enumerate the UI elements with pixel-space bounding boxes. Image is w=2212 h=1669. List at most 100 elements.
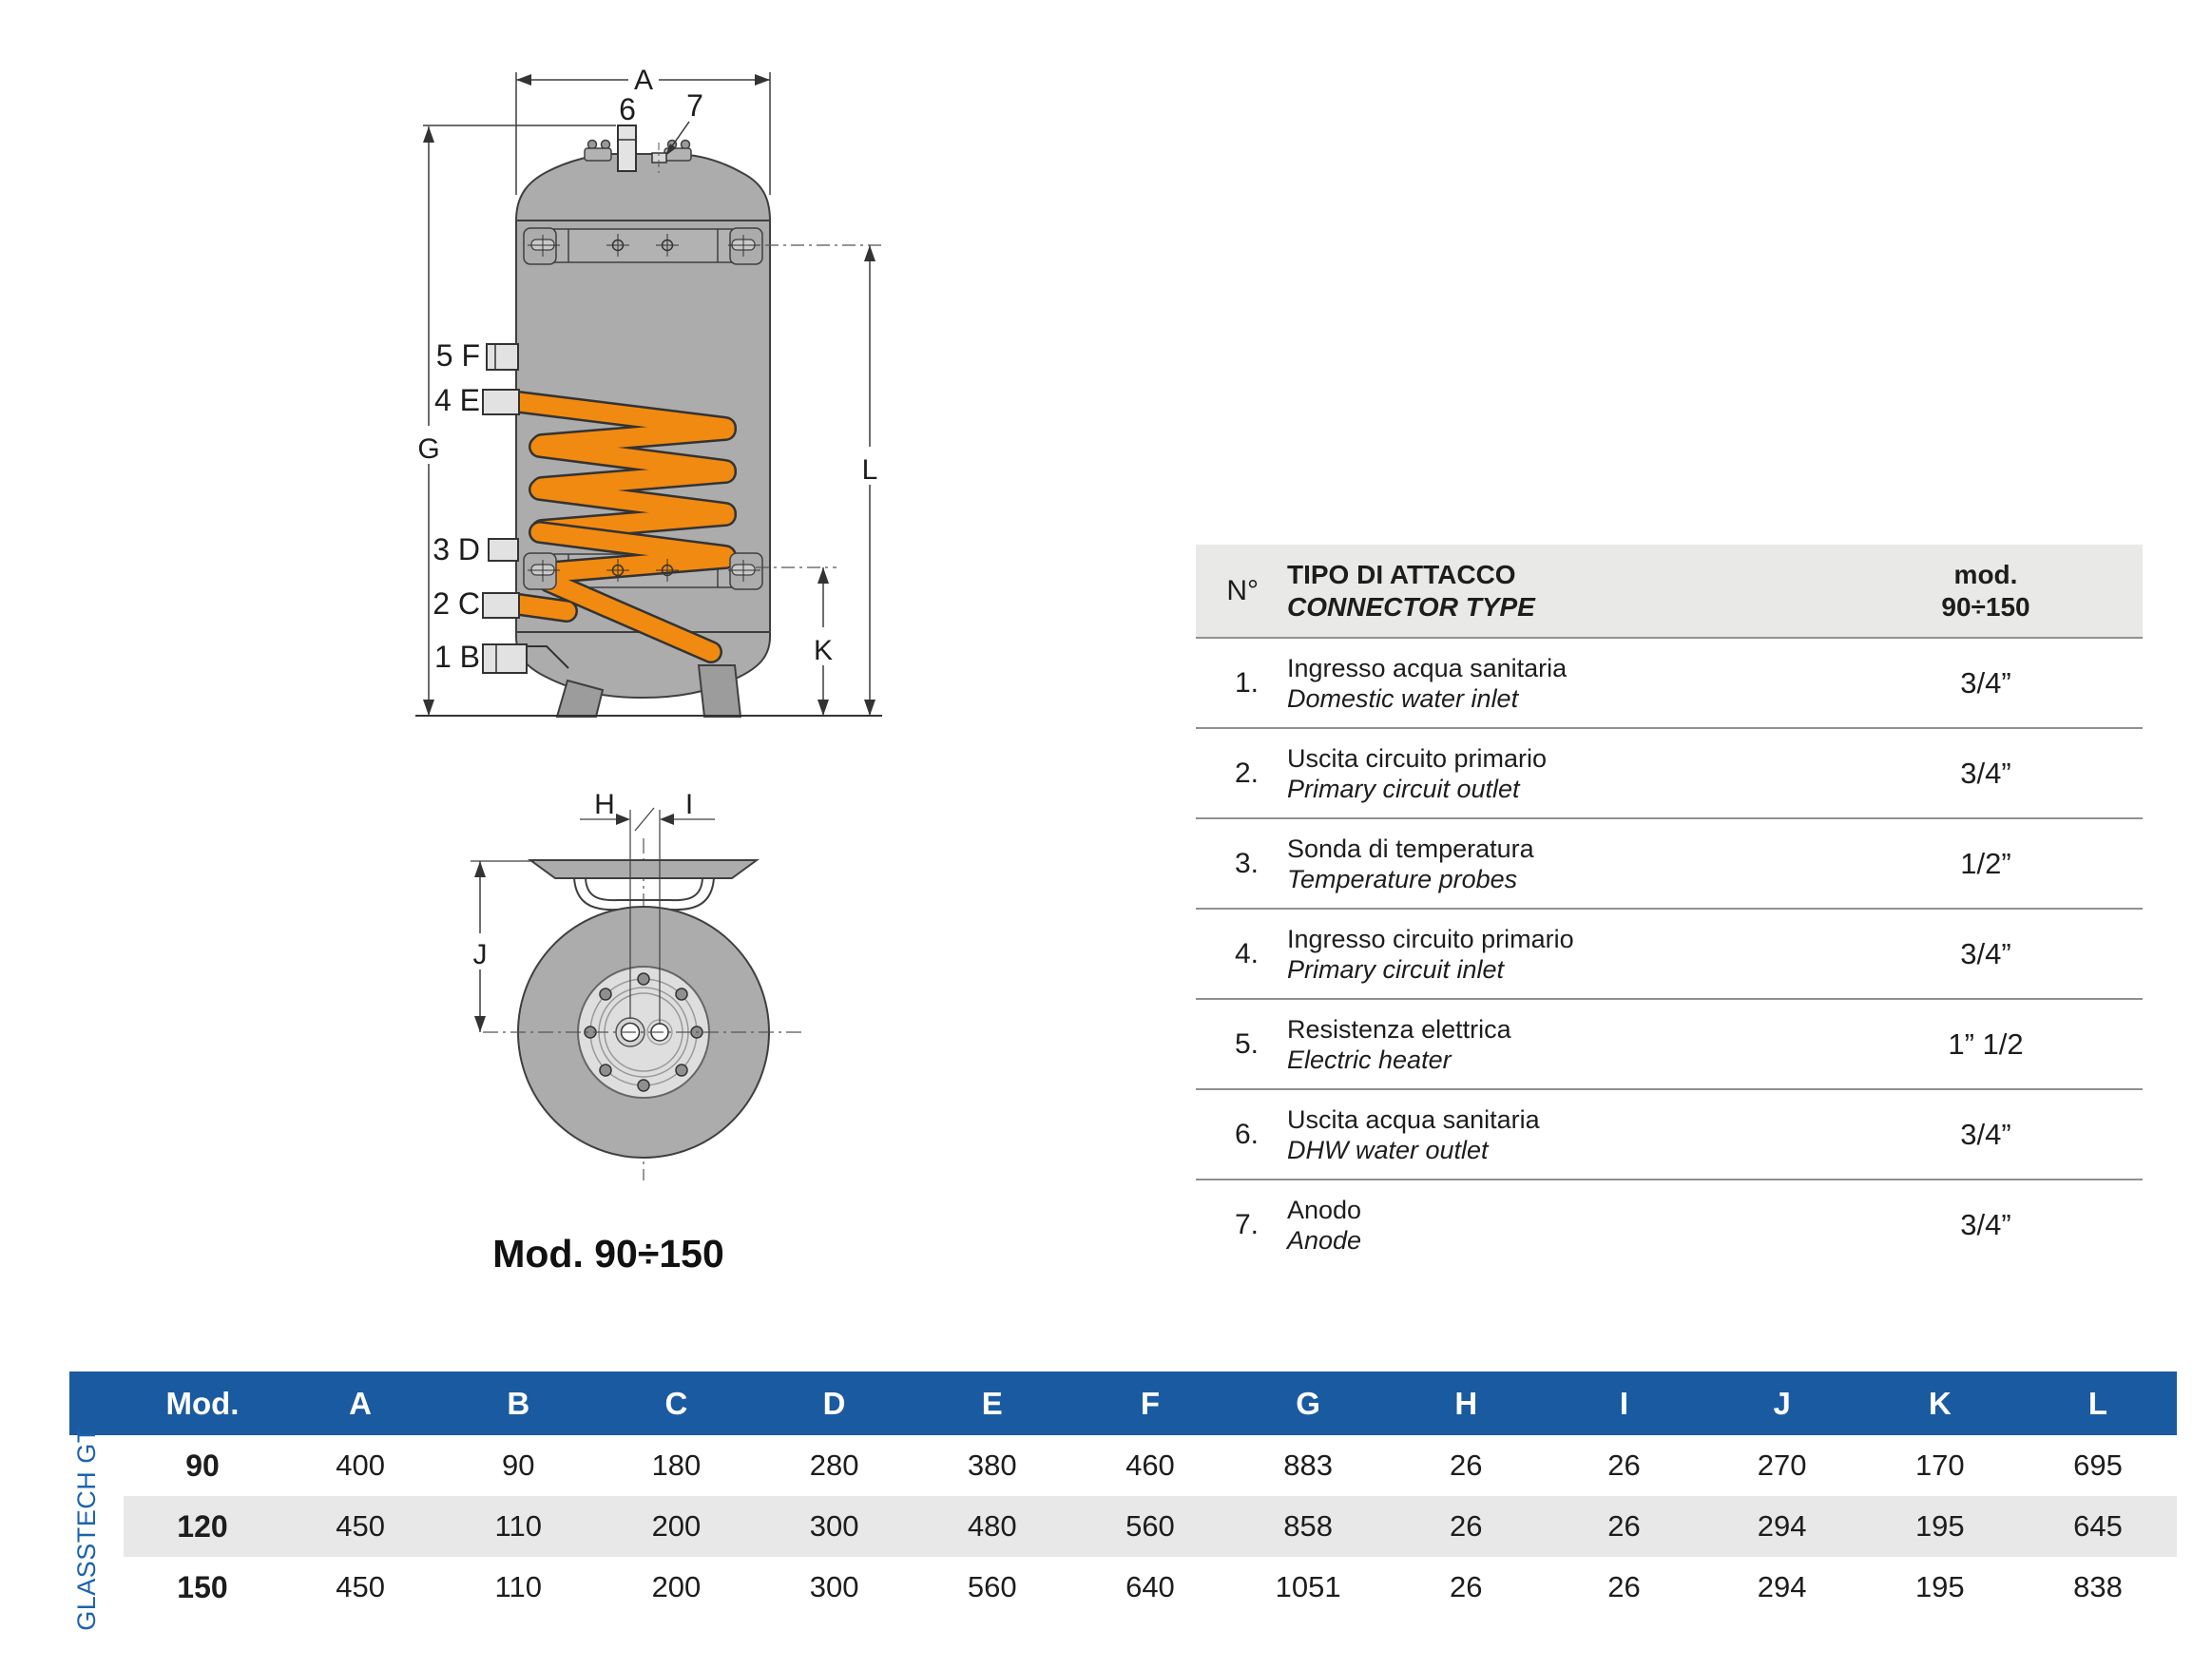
cell: 170 (1914, 1448, 1965, 1482)
port-stub-caps (494, 344, 497, 673)
header-num: N° (1226, 574, 1259, 606)
drain-line (527, 645, 569, 669)
cell: 480 (913, 1496, 1071, 1557)
cell: 1051 (1275, 1570, 1341, 1603)
header-col-e: E (981, 1385, 1003, 1421)
row-desc: Anodo Anode (1264, 1195, 1829, 1256)
connector-row: 4. Ingresso circuito primario Primary ci… (1196, 908, 2143, 998)
header-col-a: A (349, 1385, 372, 1421)
row-num: 3. (1234, 847, 1259, 879)
port-3d-stub (488, 538, 519, 562)
header-title-en: CONNECTOR TYPE (1287, 591, 1535, 622)
row-value: 1/2” (1960, 846, 2011, 880)
row-num: 2. (1234, 757, 1259, 789)
dim-l-label: L (862, 454, 878, 486)
port-stubs (482, 343, 528, 674)
header-col-j: J (1773, 1385, 1791, 1421)
brand-label-vertical: GLASSTECH GT (61, 1427, 112, 1631)
header-title-it: TIPO DI ATTACCO (1287, 559, 1516, 589)
dim-g-label: G (417, 433, 439, 465)
dim-k-label: K (814, 635, 833, 666)
port-4e-label: 4 E (434, 383, 480, 417)
row-num: 4. (1234, 937, 1259, 969)
row-desc-en: DHW water outlet (1287, 1135, 1489, 1164)
cell: 460 (1125, 1448, 1175, 1482)
row-value: 1” 1/2 (1948, 1026, 2024, 1061)
leader-line-7 (668, 121, 690, 151)
port-1b-label: 1 B (434, 640, 480, 674)
row-desc-en: Temperature probes (1287, 864, 1518, 893)
row-desc-en: Anode (1287, 1225, 1362, 1255)
row-desc-en: Electric heater (1287, 1045, 1452, 1074)
tank-top-view-drawing: H I J (465, 789, 804, 1180)
dimension-k (807, 567, 839, 716)
row-desc-it: Sonda di temperatura (1287, 834, 1534, 863)
cell: 645 (2018, 1496, 2178, 1557)
row-num: 1. (1234, 666, 1259, 699)
row-desc-en: Domestic water inlet (1287, 683, 1519, 713)
row-value: 3/4” (1960, 1117, 2011, 1151)
cell: 560 (967, 1570, 1017, 1603)
connector-row: 7. Anodo Anode 3/4” (1196, 1179, 2143, 1269)
tank-front-view-drawing: A 6 7 (413, 61, 886, 718)
tank-foot-right (697, 664, 742, 718)
cell: 200 (597, 1496, 756, 1557)
row-desc-it: Anodo (1287, 1195, 1362, 1224)
row-desc: Resistenza elettrica Electric heater (1264, 1014, 1829, 1075)
row-value: 3/4” (1960, 936, 2011, 970)
port-5f-stub (486, 343, 519, 371)
row-desc-en: Primary circuit inlet (1287, 954, 1505, 984)
table-row-120: 120 450 110 200 300 480 560 858 26 26 29… (69, 1496, 2178, 1557)
cell: 883 (1283, 1448, 1333, 1482)
table-row-150: 150 450 110 200 300 560 640 1051 26 26 2… (69, 1557, 2177, 1618)
header-col-b: B (507, 1385, 530, 1421)
port-3d-label: 3 D (433, 532, 480, 566)
row-desc-it: Uscita circuito primario (1287, 743, 1548, 773)
row-value: 3/4” (1960, 756, 2011, 790)
cell: 380 (967, 1448, 1017, 1482)
cell: 640 (1125, 1570, 1175, 1603)
row-desc-it: Uscita acqua sanitaria (1287, 1104, 1540, 1134)
connector-7-label: 7 (686, 88, 703, 123)
connector-row: 1. Ingresso acqua sanitaria Domestic wat… (1196, 637, 2143, 727)
dim-i-label: I (685, 789, 693, 820)
heating-coil (508, 391, 737, 542)
cell: 858 (1229, 1496, 1388, 1557)
row-num: 7. (1234, 1208, 1259, 1240)
port-1b-stub (482, 643, 528, 674)
cell: 300 (809, 1570, 859, 1603)
dimension-j (465, 860, 534, 1032)
cell: 26 (1607, 1448, 1641, 1482)
cell: 695 (2073, 1448, 2123, 1482)
dome-clamp-left (584, 139, 612, 162)
header-col-k: K (1928, 1385, 1952, 1421)
row-num: 6. (1234, 1118, 1259, 1150)
cell: 195 (1860, 1496, 2019, 1557)
connector-row: 6. Uscita acqua sanitaria DHW water outl… (1196, 1088, 2143, 1179)
header-mod-label: mod. (1953, 559, 2018, 589)
row-desc: Uscita acqua sanitaria DHW water outlet (1264, 1104, 1829, 1165)
connector-table-header: N° TIPO DI ATTACCO CONNECTOR TYPE mod. 9… (1196, 545, 2143, 637)
cell: 26 (1450, 1448, 1483, 1482)
row-desc-en: Primary circuit outlet (1287, 774, 1520, 803)
row-desc-it: Resistenza elettrica (1287, 1014, 1511, 1044)
dim-a-label: A (634, 65, 653, 96)
connector-6-label: 6 (619, 92, 636, 126)
row-desc: Sonda di temperatura Temperature probes (1264, 834, 1829, 894)
cell: 300 (755, 1496, 914, 1557)
header-mod-range: 90÷150 (1941, 591, 2030, 622)
cell: 26 (1387, 1496, 1546, 1557)
row-desc-it: Ingresso acqua sanitaria (1287, 653, 1568, 682)
cell: 400 (336, 1448, 385, 1482)
brand-text: GLASSTECH GT (71, 1426, 101, 1631)
wall-plate (527, 859, 760, 879)
header-col-l: L (2087, 1385, 2108, 1421)
cell: 450 (281, 1496, 440, 1557)
header-title: TIPO DI ATTACCO CONNECTOR TYPE (1264, 559, 1829, 623)
mid-bracket (523, 552, 763, 590)
dim-h-label: H (594, 789, 615, 820)
dimensions-table: Mod. A B C D E F G H I J K L 90 400 90 1… (69, 1372, 2178, 1618)
row-desc: Ingresso circuito primario Primary circu… (1264, 924, 1829, 985)
cell: 270 (1757, 1448, 1807, 1482)
cell: 560 (1070, 1496, 1230, 1557)
